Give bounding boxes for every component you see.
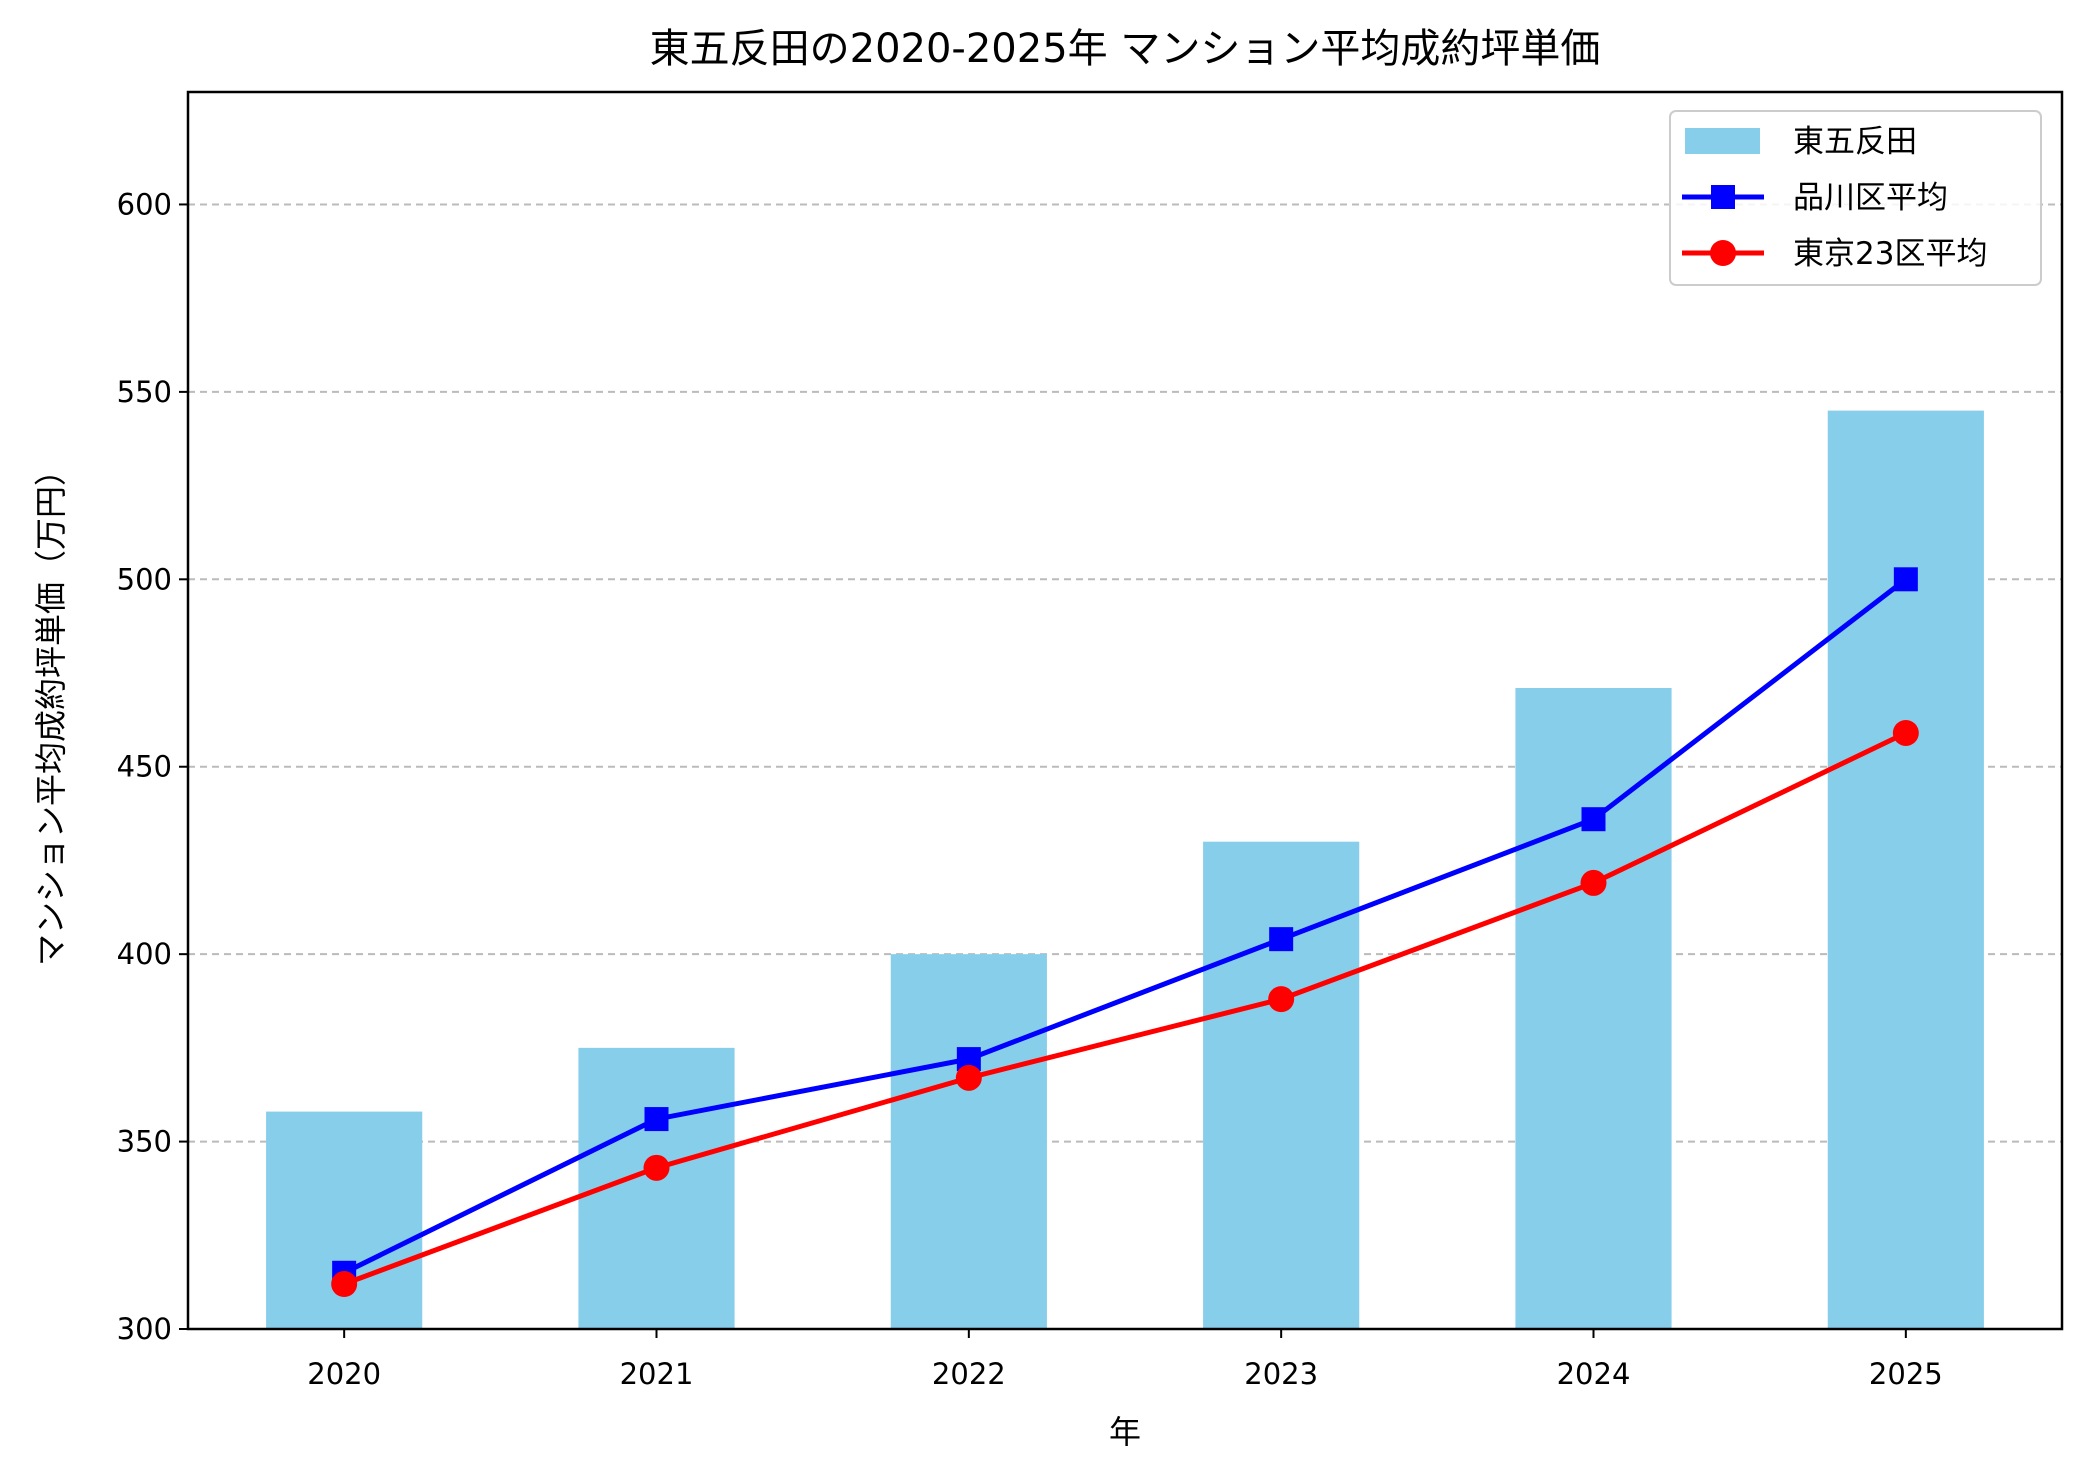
legend-swatch (1685, 128, 1760, 154)
y-tick-label: 600 (117, 187, 172, 221)
data-point (1269, 927, 1294, 952)
x-tick-label: 2020 (307, 1357, 381, 1391)
chart-title: 東五反田の2020-2025年 マンション平均成約坪単価 (650, 26, 1601, 72)
y-tick-label: 300 (117, 1312, 172, 1346)
bar (1827, 410, 1984, 1329)
y-tick-label: 450 (117, 750, 172, 784)
legend-label: 東京23区平均 (1793, 236, 1987, 272)
x-tick-label: 2021 (620, 1357, 694, 1391)
data-point (331, 1271, 358, 1298)
x-tick-label: 2025 (1869, 1357, 1943, 1391)
legend-marker (1711, 185, 1735, 209)
data-point (1580, 869, 1607, 896)
data-point (1893, 567, 1918, 592)
x-tick-label: 2022 (932, 1357, 1006, 1391)
bar (1203, 841, 1360, 1329)
x-tick-label: 2023 (1244, 1357, 1318, 1391)
bar (890, 954, 1047, 1329)
legend-label: 東五反田 (1793, 124, 1917, 160)
bar (1515, 688, 1672, 1329)
plot-frame (186, 90, 2064, 1331)
y-tick-label: 400 (117, 937, 172, 971)
y-tick-label: 500 (117, 562, 172, 596)
y-tick-label: 350 (117, 1125, 172, 1159)
legend-box (1669, 110, 2042, 286)
legend-label: 品川区平均 (1793, 180, 1948, 216)
data-point (1268, 986, 1295, 1013)
data-point (1581, 807, 1606, 832)
x-axis-label: 年 (1109, 1413, 1141, 1451)
data-point (643, 1154, 670, 1181)
data-point (644, 1107, 669, 1132)
data-point (955, 1064, 982, 1091)
y-axis-label: マンション平均成約坪単価（万円） (32, 454, 70, 966)
y-tick-label: 550 (117, 375, 172, 409)
series-line (343, 730, 1907, 1287)
legend-marker (1710, 240, 1736, 266)
series-line (343, 577, 1908, 1276)
data-point (1892, 719, 1919, 746)
x-tick-label: 2024 (1557, 1357, 1631, 1391)
